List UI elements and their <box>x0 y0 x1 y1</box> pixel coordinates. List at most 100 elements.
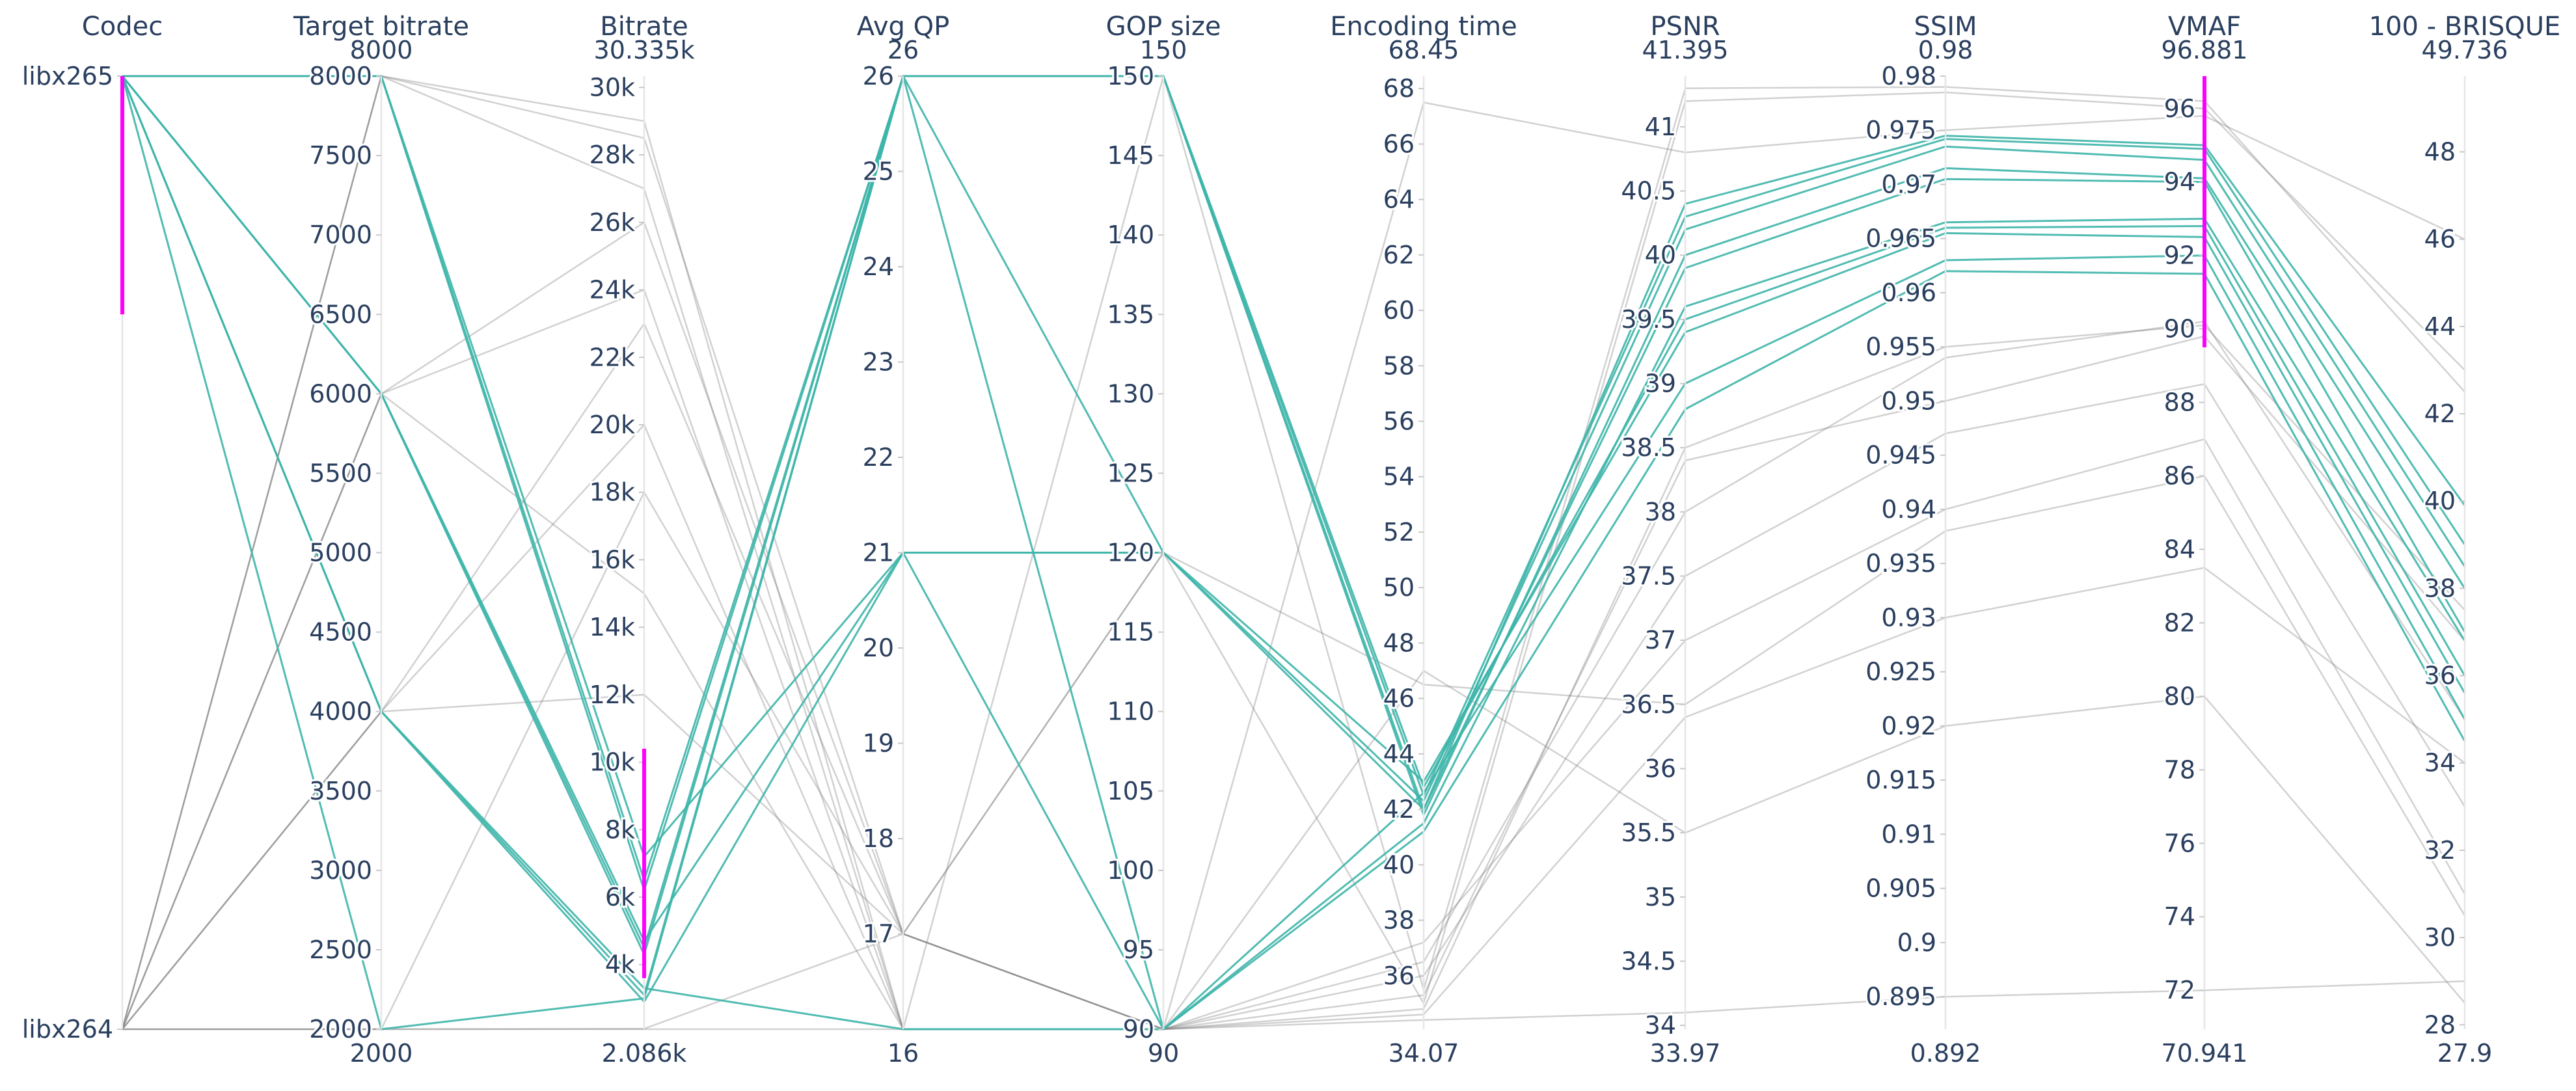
axis-title-avg-qp: Avg QP <box>857 12 949 42</box>
tick-label-encoding-time: 52 <box>1383 518 1415 546</box>
tick-label-gop-size: 140 <box>1107 221 1154 249</box>
tick-label-gop-size: 135 <box>1107 300 1154 329</box>
tick-label-encoding-time: 58 <box>1383 351 1415 380</box>
tick-label-psnr: 40.5 <box>1621 177 1676 206</box>
tick-label-target-bitrate: 8000 <box>309 62 372 90</box>
tick-label-encoding-time: 54 <box>1383 463 1415 491</box>
tick-label-vmaf: 72 <box>2164 976 2195 1004</box>
series-line-run-3 <box>122 75 2466 858</box>
tick-label-vmaf: 78 <box>2164 755 2195 784</box>
tick-label-bitrate: 12k <box>590 680 635 709</box>
axis-min-label-target-bitrate: 2000 <box>350 1039 413 1068</box>
tick-label-vmaf: 86 <box>2164 462 2195 491</box>
tick-label-bitrate: 4k <box>605 950 635 979</box>
tick-label-target-bitrate: 3500 <box>309 777 372 805</box>
axis-max-label-psnr: 41.395 <box>1642 36 1729 64</box>
axis-max-label-bitrate: 30.335k <box>594 36 695 64</box>
tick-label-vmaf: 88 <box>2164 388 2195 417</box>
axis-title-bitrate: Bitrate <box>600 12 688 42</box>
tick-label-100-brisque: 34 <box>2424 749 2456 777</box>
tick-label-bitrate: 8k <box>605 815 635 844</box>
tick-label-gop-size: 110 <box>1107 697 1154 726</box>
series-line-run-19 <box>122 424 2466 1030</box>
tick-label-psnr: 39 <box>1645 370 1676 398</box>
tick-label-ssim: 0.905 <box>1865 874 1936 903</box>
tick-label-ssim: 0.91 <box>1881 820 1936 848</box>
tick-label-avg-qp: 18 <box>863 824 894 853</box>
unselected-lines <box>121 75 2466 1030</box>
series-line-run-11 <box>121 75 2465 1030</box>
axis-max-label-100-brisque: 49.736 <box>2422 36 2508 64</box>
tick-label-gop-size: 150 <box>1107 62 1154 90</box>
axis-min-label-psnr: 33.97 <box>1650 1039 1721 1068</box>
tick-label-100-brisque: 42 <box>2424 399 2456 428</box>
tick-label-avg-qp: 25 <box>863 157 894 186</box>
tick-label-target-bitrate: 6500 <box>309 300 372 329</box>
axis-max-label-target-bitrate: 8000 <box>350 36 413 64</box>
tick-label-ssim: 0.895 <box>1865 982 1936 1011</box>
series-line-run-10 <box>121 75 2466 1030</box>
axis-max-label-avg-qp: 26 <box>888 36 919 64</box>
tick-label-codec: libx264 <box>22 1015 113 1044</box>
tick-label-ssim: 0.98 <box>1881 62 1936 90</box>
tick-label-target-bitrate: 4500 <box>309 618 372 647</box>
tick-label-psnr: 35 <box>1645 883 1676 911</box>
tick-label-ssim: 0.955 <box>1865 332 1936 361</box>
tick-label-target-bitrate: 7500 <box>309 141 372 170</box>
tick-label-vmaf: 96 <box>2164 94 2195 123</box>
tick-label-bitrate: 28k <box>590 141 635 169</box>
tick-label-encoding-time: 50 <box>1383 573 1415 602</box>
tick-label-avg-qp: 26 <box>863 62 894 90</box>
tick-label-100-brisque: 28 <box>2424 1010 2456 1039</box>
tick-label-bitrate: 16k <box>590 545 635 574</box>
tick-label-target-bitrate: 2000 <box>309 1015 372 1044</box>
tick-label-encoding-time: 64 <box>1383 185 1415 214</box>
tick-label-encoding-time: 46 <box>1383 684 1415 713</box>
axis-min-label-avg-qp: 16 <box>888 1039 919 1068</box>
tick-label-psnr: 38 <box>1645 498 1676 526</box>
tick-label-ssim: 0.97 <box>1881 170 1936 198</box>
tick-label-gop-size: 95 <box>1123 936 1154 964</box>
tick-label-bitrate: 18k <box>590 478 635 507</box>
tick-label-encoding-time: 62 <box>1383 241 1415 269</box>
tick-label-bitrate: 22k <box>590 343 635 371</box>
axis-max-label-ssim: 0.98 <box>1918 36 1973 64</box>
tick-label-encoding-time: 48 <box>1383 628 1415 657</box>
tick-label-100-brisque: 32 <box>2424 836 2456 865</box>
axis-min-label-encoding-time: 34.07 <box>1389 1039 1459 1068</box>
tick-label-target-bitrate: 6000 <box>309 379 372 408</box>
axis-title-ssim: SSIM <box>1914 12 1977 42</box>
tick-label-psnr: 34.5 <box>1621 947 1676 975</box>
axis-codec: Codec libx264 libx265 <box>20 12 163 1045</box>
tick-label-gop-size: 130 <box>1107 379 1154 408</box>
tick-label-psnr: 36 <box>1645 754 1676 783</box>
series-line-run-20 <box>122 475 2466 1030</box>
tick-label-target-bitrate: 5500 <box>309 459 372 487</box>
axis-title-codec: Codec <box>82 12 163 42</box>
tick-label-ssim: 0.96 <box>1881 278 1936 307</box>
axis-gop-size: GOP size15090909510010511011512012513013… <box>1105 12 1221 1068</box>
tick-label-encoding-time: 68 <box>1383 74 1415 103</box>
tick-label-avg-qp: 22 <box>863 443 894 472</box>
axis-title-psnr: PSNR <box>1650 12 1720 42</box>
tick-label-100-brisque: 40 <box>2424 487 2456 515</box>
series-line-run-2 <box>122 75 2466 892</box>
tick-label-psnr: 40 <box>1645 241 1676 269</box>
series-line-run-21 <box>121 393 2465 1030</box>
tick-label-encoding-time: 38 <box>1383 906 1415 935</box>
tick-label-bitrate: 6k <box>605 883 635 911</box>
tick-label-target-bitrate: 3000 <box>309 856 372 885</box>
series-line-run-22 <box>122 101 2465 1030</box>
tick-label-encoding-time: 40 <box>1383 850 1415 879</box>
selected-lines <box>121 75 2466 1030</box>
tick-label-psnr: 35.5 <box>1621 818 1676 847</box>
series-line-run-16 <box>122 980 2465 1030</box>
tick-label-100-brisque: 36 <box>2424 662 2456 690</box>
tick-label-vmaf: 94 <box>2164 168 2195 196</box>
tick-label-gop-size: 90 <box>1123 1015 1154 1044</box>
